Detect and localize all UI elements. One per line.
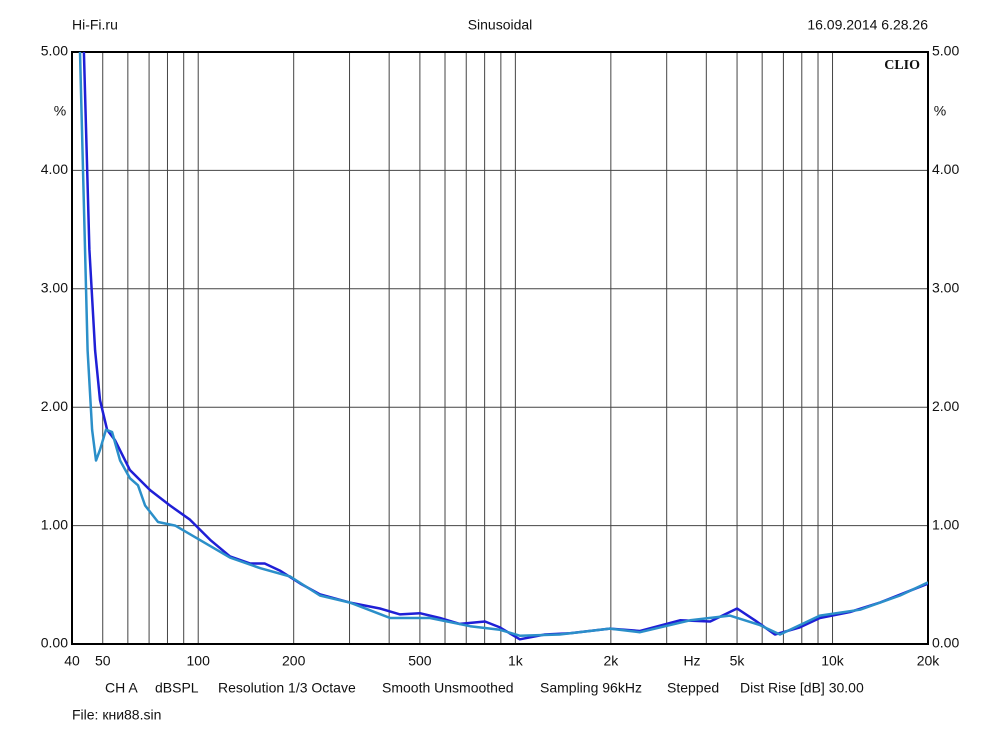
x-tick-label: 20k: [917, 653, 941, 669]
x-tick-label: 1k: [508, 653, 524, 669]
y-tick-label: 3.00: [41, 280, 68, 296]
header-left: Hi-Fi.ru: [72, 17, 118, 33]
x-tick-label: 100: [187, 653, 211, 669]
y-unit: %: [54, 103, 66, 119]
y-tick-label-right: 3.00: [932, 280, 959, 296]
plot-frame: [71, 51, 929, 645]
y-tick-label-right: 0.00: [932, 635, 959, 651]
y-tick-label: 0.00: [41, 635, 68, 651]
x-tick-label: 10k: [821, 653, 845, 669]
setting-label: Smooth Unsmoothed: [382, 680, 514, 696]
x-unit: Hz: [683, 653, 700, 669]
y-tick-label-right: 1.00: [932, 516, 959, 532]
x-tick-label: 500: [408, 653, 432, 669]
x-tick-label: 2k: [603, 653, 619, 669]
setting-label: CH A: [105, 680, 138, 696]
y-tick-label: 1.00: [41, 516, 68, 532]
y-tick-label: 5.00: [41, 43, 68, 59]
y-tick-label-right: 5.00: [932, 43, 959, 59]
x-tick-label: 5k: [730, 653, 746, 669]
setting-label: Dist Rise [dB] 30.00: [740, 680, 864, 696]
y-tick-label: 4.00: [41, 161, 68, 177]
setting-label: Stepped: [667, 680, 719, 696]
setting-label: Sampling 96kHz: [540, 680, 642, 696]
brand: CLIO: [884, 58, 920, 73]
chart-title: Sinusoidal: [468, 17, 533, 33]
y-tick-label-right: 4.00: [932, 161, 959, 177]
setting-label: dBSPL: [155, 680, 199, 696]
y-tick-label-right: 2.00: [932, 398, 959, 414]
series-line: [78, 52, 928, 637]
header-right: 16.09.2014 6.28.26: [807, 17, 928, 33]
file-name: File: кни88.sin: [72, 707, 161, 723]
x-tick-label: 50: [95, 653, 111, 669]
plot-area: [78, 52, 928, 641]
y-tick-label: 2.00: [41, 398, 68, 414]
setting-label: Resolution 1/3 Octave: [218, 680, 356, 696]
x-tick-label: 40: [64, 653, 80, 669]
x-tick-label: 200: [282, 653, 306, 669]
y-unit-right: %: [934, 103, 946, 119]
series-line: [82, 52, 928, 641]
